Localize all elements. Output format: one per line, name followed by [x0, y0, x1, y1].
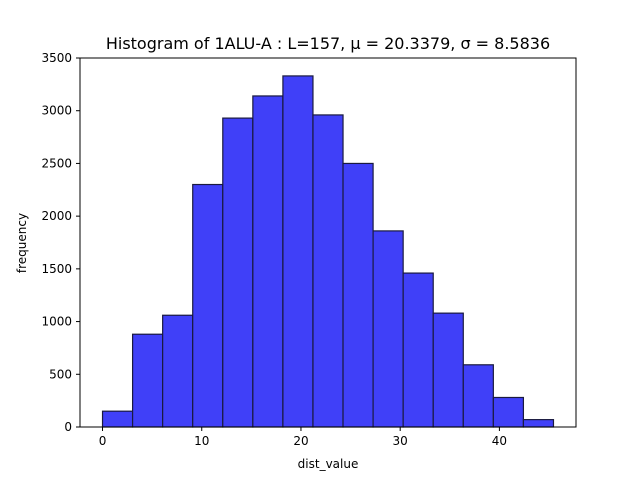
histogram-bar	[522, 419, 555, 428]
histogram-bar	[222, 117, 254, 428]
y-tick-label: 500	[49, 367, 72, 381]
histogram-bar	[402, 272, 434, 428]
histogram-bar	[432, 312, 464, 428]
axes-frame	[79, 57, 577, 428]
y-axis-label: frequency	[15, 213, 29, 273]
x-tick-label: 40	[492, 434, 507, 448]
y-tick-label: 3500	[41, 51, 72, 65]
histogram-bar	[101, 410, 134, 428]
histogram-bar	[252, 95, 284, 428]
plot-area: 0 10 20 30 40 0 500 1000 1500 2000 2500 3000 3500	[41, 51, 577, 448]
y-tick-label: 0	[64, 420, 72, 434]
histogram-bar	[342, 162, 374, 428]
x-tick-label: 0	[99, 434, 107, 448]
histogram-bar	[492, 396, 525, 428]
y-tick-label: 2000	[41, 209, 72, 223]
histogram-bar	[192, 183, 224, 428]
y-tick-label: 1500	[41, 262, 72, 276]
y-tick-label: 2500	[41, 156, 72, 170]
x-tick-label: 10	[194, 434, 209, 448]
histogram-bar	[131, 333, 164, 428]
x-tick-label: 20	[293, 434, 308, 448]
histogram-bar	[462, 364, 494, 428]
chart-title: Histogram of 1ALU-A : L=157, μ = 20.3379…	[106, 34, 550, 53]
y-tick-label: 1000	[41, 315, 72, 329]
histogram-bar	[372, 230, 404, 428]
histogram-bar	[282, 75, 314, 428]
histogram-bar	[312, 114, 344, 428]
y-tick-label: 3000	[41, 104, 72, 118]
x-tick-label: 30	[393, 434, 408, 448]
x-axis-label: dist_value	[298, 457, 359, 471]
histogram-bar	[162, 314, 194, 428]
